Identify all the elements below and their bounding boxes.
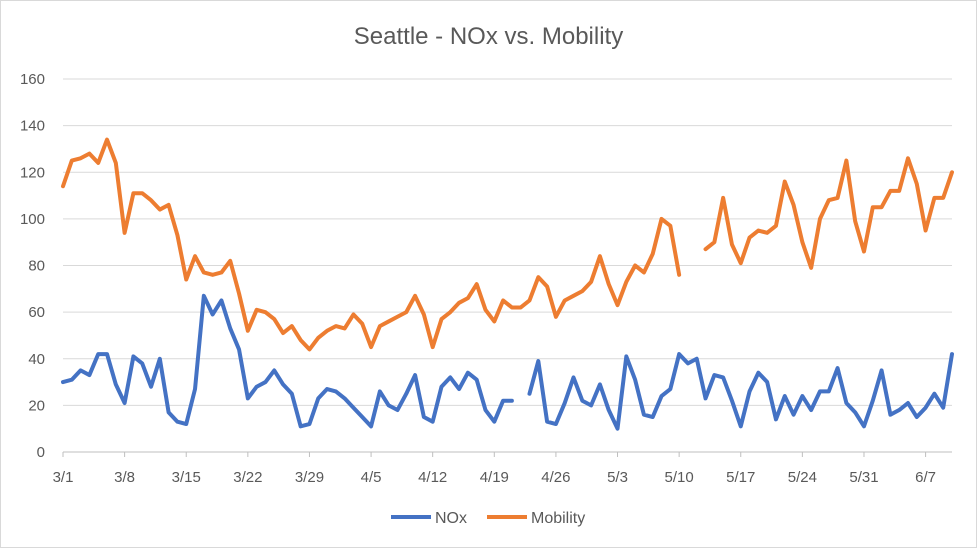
y-tick-label: 120 — [20, 164, 45, 181]
x-axis-ticks: 3/1 3/8 3/15 3/22 3/29 4/5 4/12 4/19 4/26 5/3 5/10… — [53, 452, 936, 486]
x-tick-label: 4/19 — [480, 469, 509, 486]
y-tick-label: 100 — [20, 211, 45, 228]
x-tick-label: 4/12 — [418, 469, 447, 486]
y-tick-label: 0 — [37, 444, 45, 461]
x-tick-label: 5/31 — [849, 469, 878, 486]
y-tick-label: 60 — [28, 304, 45, 321]
x-tick-label: 3/22 — [233, 469, 262, 486]
x-tick-label: 5/3 — [607, 469, 628, 486]
y-tick-label: 20 — [28, 397, 45, 414]
x-tick-label: 3/8 — [114, 469, 135, 486]
x-tick-label: 3/1 — [53, 469, 74, 486]
x-tick-label: 5/10 — [665, 469, 694, 486]
x-tick-label: 4/26 — [541, 469, 570, 486]
series-line-mobility — [61, 137, 954, 352]
x-tick-label: 6/7 — [915, 469, 936, 486]
x-tick-label: 3/29 — [295, 469, 324, 486]
legend-label: Mobility — [531, 510, 585, 527]
y-tick-label: 160 — [20, 71, 45, 88]
y-tick-label: 80 — [28, 258, 45, 275]
y-tick-label: 140 — [20, 118, 45, 135]
x-tick-label: 5/24 — [788, 469, 817, 486]
y-tick-label: 40 — [28, 351, 45, 368]
series-lines — [61, 137, 954, 431]
chart-title: Seattle - NOx vs. Mobility — [353, 23, 624, 50]
y-axis-ticks: 0 20 40 60 80 100 120 140 160 — [20, 71, 45, 461]
x-tick-label: 4/5 — [361, 469, 382, 486]
legend-label: NOx — [435, 510, 467, 527]
x-tick-label: 5/17 — [726, 469, 755, 486]
legend: NOx Mobility — [391, 510, 585, 527]
x-tick-label: 3/15 — [172, 469, 201, 486]
series-line-nox — [61, 293, 954, 431]
